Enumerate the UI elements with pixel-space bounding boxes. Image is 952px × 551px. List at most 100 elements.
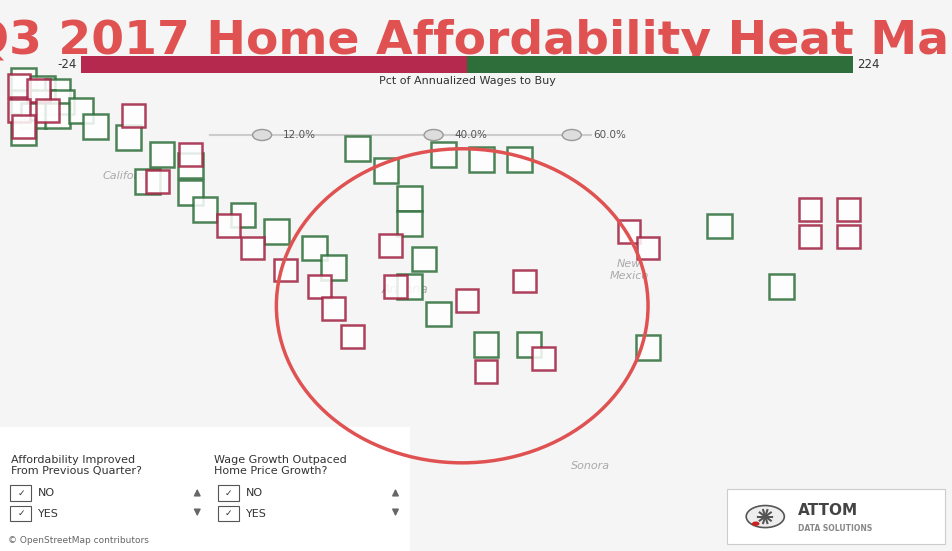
Text: ✓: ✓ <box>225 509 232 518</box>
FancyBboxPatch shape <box>10 485 31 501</box>
Bar <box>11 90 36 114</box>
Bar <box>455 289 478 312</box>
Bar <box>345 137 369 161</box>
Bar <box>531 347 554 370</box>
Bar <box>27 79 50 102</box>
Bar <box>397 211 422 235</box>
Bar <box>768 274 793 299</box>
Text: Baja
California: Baja California <box>234 460 280 482</box>
Bar <box>230 203 255 227</box>
Bar <box>30 90 55 114</box>
Bar <box>81 56 466 73</box>
Bar <box>379 234 402 257</box>
Text: 12.0%: 12.0% <box>283 130 316 140</box>
Text: Affordability Improved
From Previous Quarter?: Affordability Improved From Previous Qua… <box>11 455 142 476</box>
Bar <box>468 148 493 172</box>
Bar <box>178 181 203 205</box>
Bar <box>8 74 30 97</box>
Bar <box>798 225 821 249</box>
Text: 40.0%: 40.0% <box>454 130 486 140</box>
FancyBboxPatch shape <box>726 489 944 544</box>
Text: © OpenStreetMap contributors: © OpenStreetMap contributors <box>8 537 149 545</box>
Bar <box>506 148 531 172</box>
Bar <box>430 142 455 166</box>
Text: NO: NO <box>246 488 263 498</box>
Bar <box>512 269 535 293</box>
Text: Q3 2017 Home Affordability Heat Map: Q3 2017 Home Affordability Heat Map <box>0 19 952 64</box>
Bar <box>21 104 46 128</box>
Text: YES: YES <box>38 509 59 518</box>
FancyBboxPatch shape <box>10 506 31 521</box>
Text: -24: -24 <box>58 58 77 71</box>
Text: Pct of Annualized Wages to Buy: Pct of Annualized Wages to Buy <box>378 76 555 86</box>
Text: Sonora: Sonora <box>570 461 610 471</box>
Bar <box>241 236 264 260</box>
Bar <box>397 274 422 299</box>
Bar <box>146 170 169 193</box>
Bar <box>149 142 174 166</box>
Bar <box>321 255 346 279</box>
Text: ATTOM: ATTOM <box>797 503 857 518</box>
Text: New
Mexico: New Mexico <box>608 259 648 281</box>
Bar <box>411 247 436 271</box>
Circle shape <box>252 129 271 141</box>
Bar <box>836 198 859 221</box>
Bar <box>384 275 407 298</box>
Text: ✓: ✓ <box>17 489 25 498</box>
Bar <box>636 236 659 260</box>
Bar <box>473 332 498 356</box>
FancyBboxPatch shape <box>218 506 239 521</box>
Bar <box>307 275 330 298</box>
Bar <box>45 79 69 103</box>
Circle shape <box>745 506 783 528</box>
Bar <box>302 236 327 260</box>
Text: ✓: ✓ <box>17 509 25 518</box>
Text: California: California <box>102 171 155 181</box>
Bar <box>178 153 203 177</box>
Bar <box>617 220 640 243</box>
Bar <box>341 325 364 348</box>
Bar <box>69 98 93 122</box>
Bar <box>397 186 422 210</box>
Bar <box>30 76 55 100</box>
Bar <box>474 360 497 383</box>
Circle shape <box>757 512 772 521</box>
Text: DATA SOLUTIONS: DATA SOLUTIONS <box>797 523 871 533</box>
Bar <box>322 297 345 320</box>
Bar <box>11 120 36 144</box>
Bar <box>798 198 821 221</box>
Text: YES: YES <box>246 509 267 518</box>
FancyBboxPatch shape <box>218 485 239 501</box>
Text: NO: NO <box>38 488 55 498</box>
Bar <box>36 99 59 122</box>
Text: 60.0%: 60.0% <box>592 130 625 140</box>
Bar <box>426 302 450 326</box>
Bar <box>11 68 36 92</box>
Circle shape <box>751 521 759 526</box>
Bar <box>635 335 660 359</box>
Text: Wage Growth Outpaced
Home Price Growth?: Wage Growth Outpaced Home Price Growth? <box>214 455 347 476</box>
Bar <box>217 214 240 237</box>
Text: Arizona: Arizona <box>381 283 428 296</box>
Circle shape <box>424 129 443 141</box>
Bar <box>264 219 288 244</box>
Circle shape <box>562 129 581 141</box>
Bar <box>466 56 852 73</box>
Bar <box>83 115 108 139</box>
Bar <box>836 225 859 249</box>
Bar <box>45 104 69 128</box>
Bar <box>8 99 30 122</box>
Bar <box>12 115 35 138</box>
Bar <box>373 159 398 183</box>
Bar <box>274 258 297 282</box>
Bar <box>122 104 145 127</box>
Bar <box>192 197 217 222</box>
Bar <box>116 126 141 150</box>
Bar <box>706 214 731 238</box>
Bar <box>0 427 409 551</box>
Bar <box>516 332 541 356</box>
Text: 224: 224 <box>856 58 879 71</box>
Bar <box>179 143 202 166</box>
Bar <box>50 90 74 114</box>
Bar <box>135 170 160 194</box>
